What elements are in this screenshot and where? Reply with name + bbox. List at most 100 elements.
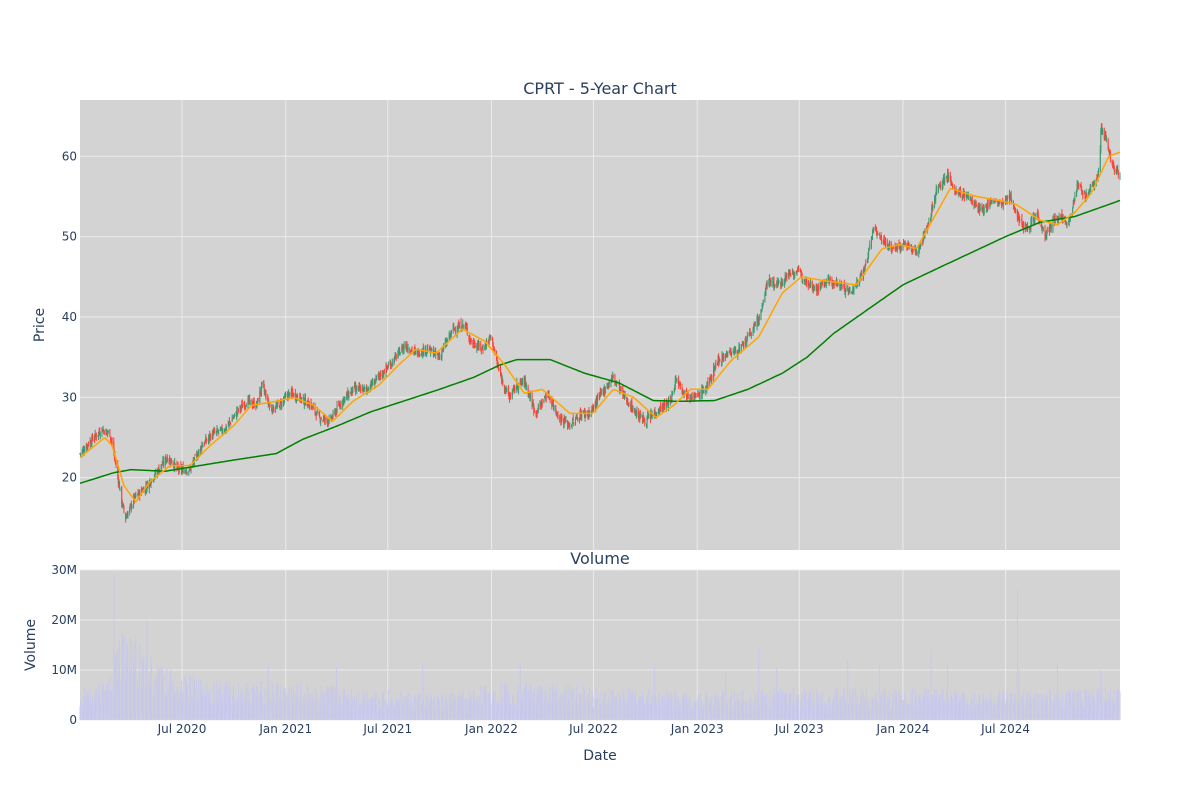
volume-bar xyxy=(689,696,691,720)
volume-bar xyxy=(148,671,150,720)
candle-down xyxy=(946,179,948,181)
candle-down xyxy=(335,409,337,413)
price-y-tick: 60 xyxy=(62,149,77,163)
volume-bar xyxy=(492,693,494,720)
volume-bar xyxy=(553,691,555,720)
volume-bar xyxy=(129,668,131,720)
volume-bar xyxy=(1104,703,1106,720)
candle-up xyxy=(484,348,486,350)
volume-bar xyxy=(615,697,617,720)
volume-bar xyxy=(265,704,267,720)
candle-down xyxy=(560,417,562,423)
volume-bar xyxy=(357,707,359,720)
volume-bar xyxy=(634,692,636,720)
volume-bar xyxy=(647,701,649,720)
volume-bar xyxy=(829,704,831,720)
candle-down xyxy=(793,273,795,276)
candle-up xyxy=(457,326,459,331)
volume-bar xyxy=(820,703,822,720)
volume-bar xyxy=(799,708,801,720)
volume-bar xyxy=(375,704,377,720)
volume-bar xyxy=(1061,708,1063,720)
volume-bar xyxy=(331,686,333,720)
candle-up xyxy=(939,185,941,187)
volume-bar xyxy=(969,704,971,720)
volume-bar xyxy=(512,693,514,720)
candle-up xyxy=(328,418,330,423)
volume-bar xyxy=(165,694,167,720)
volume-bar xyxy=(256,698,258,720)
volume-bar xyxy=(927,690,929,720)
candle-up xyxy=(551,405,553,406)
candle-down xyxy=(134,494,136,497)
candle-down xyxy=(312,405,314,407)
x-tick-label: Jan 2024 xyxy=(876,722,930,736)
candle-up xyxy=(241,404,243,406)
candle-down xyxy=(453,325,455,329)
candle-down xyxy=(296,393,298,398)
candle-up xyxy=(580,416,582,418)
volume-bar xyxy=(552,684,554,720)
volume-bar xyxy=(768,700,770,720)
candle-up xyxy=(405,347,407,349)
candle-up xyxy=(916,251,918,252)
volume-bar xyxy=(616,700,618,720)
candle-up xyxy=(571,423,573,429)
candle-down xyxy=(496,359,498,364)
candle-down xyxy=(598,396,600,397)
candle-down xyxy=(1116,168,1118,172)
volume-bar xyxy=(122,679,124,720)
volume-bar xyxy=(228,687,230,720)
volume-bar xyxy=(608,687,610,720)
volume-bar xyxy=(537,686,539,720)
candle-up xyxy=(931,206,933,213)
candle-up xyxy=(1032,216,1034,222)
candle-up xyxy=(1010,195,1012,200)
volume-bar xyxy=(192,675,194,720)
candle-down xyxy=(113,441,115,454)
candle-down xyxy=(664,402,666,408)
volume-bar xyxy=(201,699,203,720)
volume-bar xyxy=(891,692,893,720)
volume-bar xyxy=(1025,700,1027,720)
candle-up xyxy=(989,202,991,207)
candle-down xyxy=(679,382,681,386)
volume-bar xyxy=(241,691,243,720)
volume-bar xyxy=(169,674,171,720)
candle-up xyxy=(544,397,546,398)
volume-bar xyxy=(935,695,937,720)
candle-down xyxy=(1021,218,1023,226)
candle-down xyxy=(110,439,112,440)
volume-bar xyxy=(709,699,711,720)
candle-up xyxy=(267,398,269,401)
candle-down xyxy=(1109,152,1111,153)
candle-down xyxy=(102,430,104,433)
candle-down xyxy=(1111,160,1113,162)
candle-up xyxy=(602,388,604,394)
volume-bar xyxy=(502,706,504,720)
volume-bar xyxy=(657,697,659,720)
candle-down xyxy=(1002,201,1004,206)
volume-bar xyxy=(757,692,759,720)
volume-bar xyxy=(741,707,743,720)
candle-up xyxy=(631,407,633,412)
candle-up xyxy=(434,352,436,356)
candle-up xyxy=(578,419,580,421)
volume-bar xyxy=(902,700,904,720)
volume-bar xyxy=(752,703,754,720)
volume-bar xyxy=(342,704,344,720)
volume-bar xyxy=(922,700,924,720)
volume-bar xyxy=(323,693,325,720)
volume-bar xyxy=(616,692,618,720)
volume-bar xyxy=(411,702,413,720)
volume-bar xyxy=(433,706,435,720)
volume-bar xyxy=(444,704,446,720)
volume-bar xyxy=(523,688,525,720)
candle-up xyxy=(852,289,854,293)
volume-bar xyxy=(739,699,741,720)
volume-bar xyxy=(675,700,677,720)
volume-bar xyxy=(722,699,724,720)
candle-down xyxy=(273,409,275,411)
candle-down xyxy=(875,227,877,235)
